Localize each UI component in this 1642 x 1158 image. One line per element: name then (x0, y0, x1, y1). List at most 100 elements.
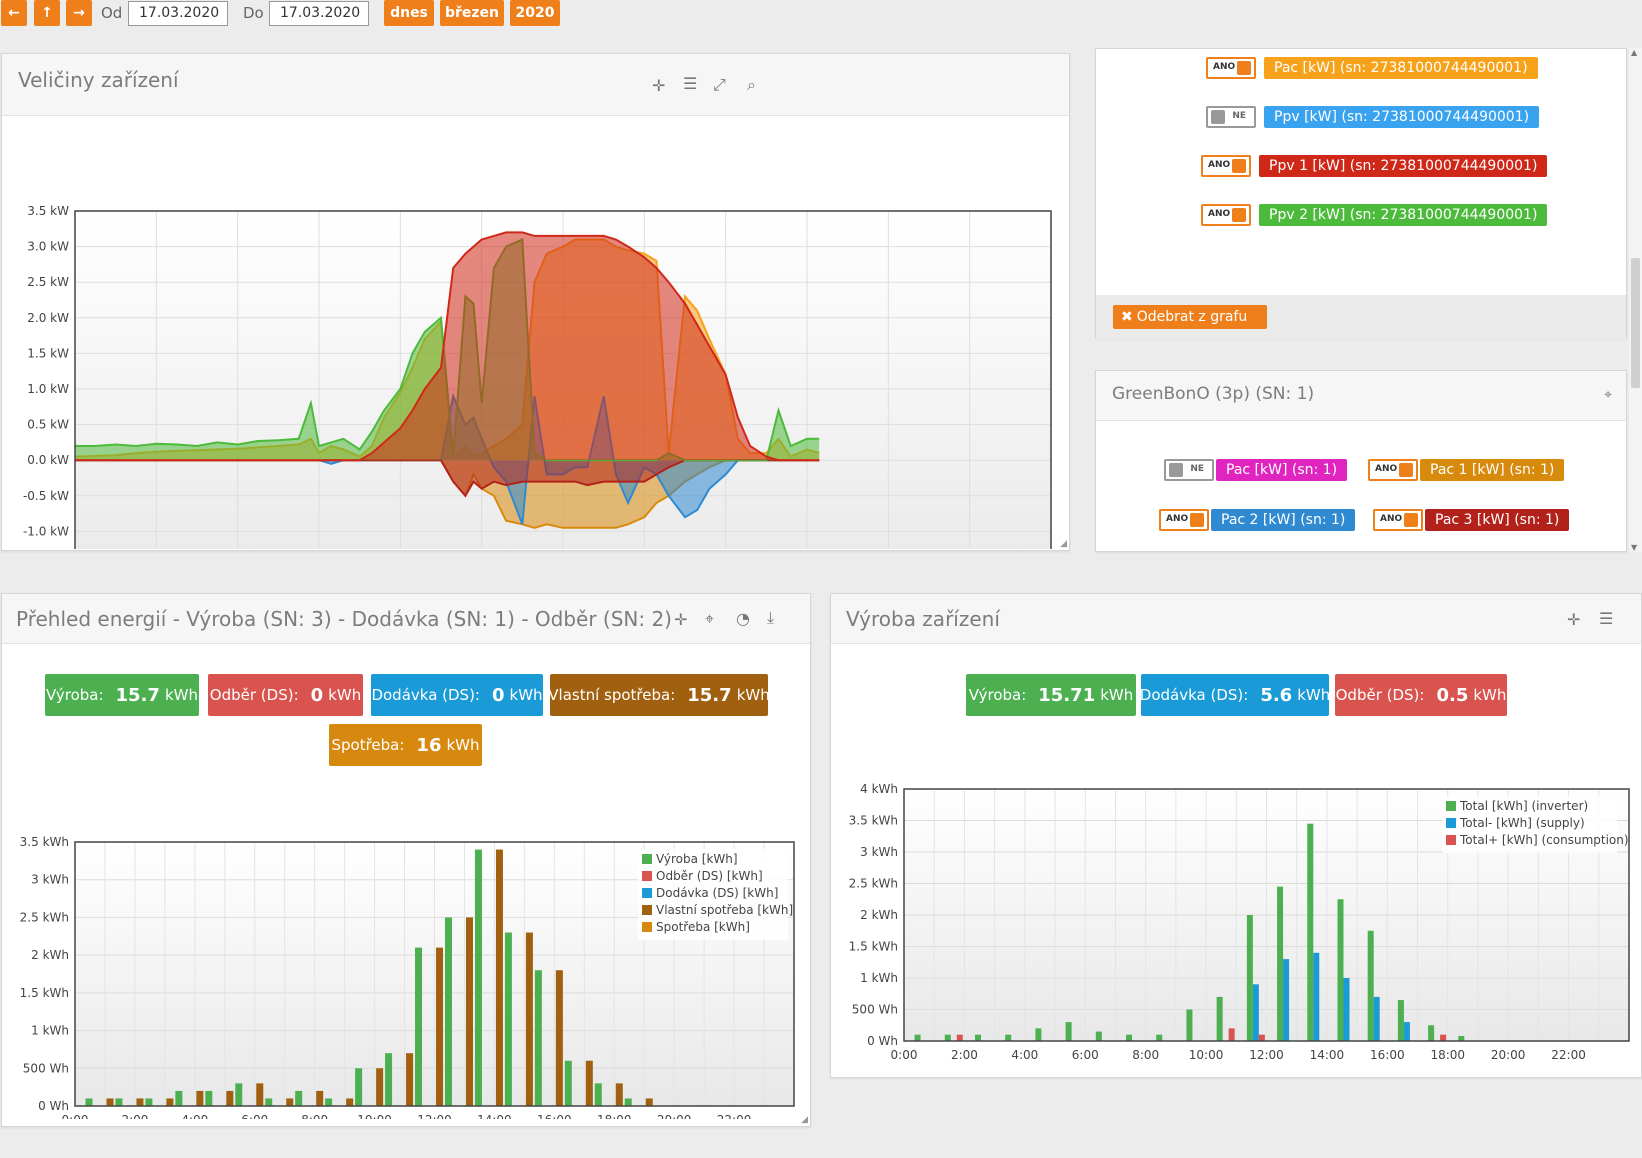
y-tick-label: 1.0 kW (27, 382, 69, 396)
x-tick-label: 6:00 (241, 1113, 268, 1119)
stat-unit: kWh (509, 686, 543, 704)
series-tag[interactable]: Pac 3 [kW] (sn: 1) (1425, 509, 1570, 531)
bar (594, 1083, 602, 1106)
resize-handle-icon[interactable]: ◢ (801, 1115, 808, 1125)
move-icon[interactable]: ✛ (1567, 610, 1581, 629)
pin-icon[interactable]: ⌖ (1604, 387, 1612, 403)
stat-box: Dodávka (DS): 0 kWh (371, 674, 543, 716)
quantities-chart[interactable]: 3.5 kW 3.0 kW 2.5 kW 2.0 kW 1.5 kW 1.0 kW 0.5 … (2, 149, 1070, 549)
today-button[interactable]: dnes (384, 0, 434, 26)
bar (1216, 996, 1223, 1041)
series-tag[interactable]: Ppv [kW] (sn: 27381000744490001) (1264, 106, 1540, 128)
series-tag[interactable]: Pac 1 [kW] (sn: 1) (1420, 459, 1565, 481)
resize-handle-icon[interactable]: ◢ (1060, 539, 1067, 549)
toggle-switch[interactable]: ANO (1159, 509, 1209, 531)
year-button[interactable]: 2020 (510, 0, 560, 26)
legend-swatch (642, 905, 652, 915)
bar (564, 1060, 572, 1106)
series-panel-footer: ✖ Odebrat z grafu (1096, 295, 1626, 339)
up-button[interactable]: ↑ (34, 0, 60, 26)
toggle-knob (1399, 463, 1413, 477)
legend-swatch (1446, 835, 1456, 845)
toggle-switch[interactable]: ANO (1373, 509, 1423, 531)
download-icon[interactable]: ⤓ (767, 608, 775, 627)
bar (1126, 1034, 1133, 1041)
x-tick-label: 18:00 (1430, 1048, 1465, 1062)
toggle-switch[interactable]: ANO (1206, 57, 1256, 79)
x-tick-label: 20:00 (1491, 1048, 1526, 1062)
scroll-down-icon[interactable]: ▼ (1631, 543, 1638, 552)
bar (1228, 1028, 1235, 1041)
y-tick-label: 3 kWh (31, 873, 69, 887)
remove-from-chart-label: Odebrat z grafu (1136, 309, 1248, 325)
stat-label: Odběr (DS): (1335, 686, 1425, 704)
toggle-label: ANO (1208, 209, 1231, 219)
bar (624, 1098, 632, 1106)
series-tag[interactable]: Ppv 1 [kW] (sn: 27381000744490001) (1259, 155, 1548, 177)
toggle-switch[interactable]: ANO (1368, 459, 1418, 481)
bar (256, 1083, 264, 1106)
legend-swatch (1446, 801, 1456, 811)
stat-value: 15.7 (115, 684, 160, 706)
series-tag[interactable]: Ppv 2 [kW] (sn: 27381000744490001) (1259, 204, 1548, 226)
production-chart[interactable]: 4 kWh 3.5 kWh 3 kWh 2.5 kWh 2 kWh 1.5 kWh 1 kW… (831, 764, 1641, 1074)
bar (1258, 1034, 1265, 1041)
series-tag[interactable]: Pac 2 [kW] (sn: 1) (1211, 509, 1356, 531)
y-tick-label: 3.5 kWh (20, 835, 69, 849)
close-icon: ✖ (1121, 309, 1133, 325)
bar (444, 917, 452, 1106)
arrow-right-icon: → (73, 5, 85, 21)
toggle-switch[interactable]: ANO (1201, 204, 1251, 226)
remove-from-chart-button[interactable]: ✖ Odebrat z grafu (1113, 305, 1267, 329)
series-tag[interactable]: Pac [kW] (sn: 27381000744490001) (1264, 57, 1538, 79)
bar (474, 849, 482, 1106)
pin-icon[interactable]: ⌖ (705, 609, 715, 628)
stat-box: Vlastní spotřeba: 15.7 kWh (548, 674, 770, 716)
y-tick-label: 500 Wh (852, 1003, 898, 1017)
move-icon[interactable]: ✛ (674, 610, 688, 629)
list-indent-icon[interactable]: ☰ (683, 74, 698, 93)
prev-day-button[interactable]: ← (1, 0, 27, 26)
bar (1367, 930, 1374, 1041)
top-toolbar: ← ↑ → Od 17.03.2020 Do 17.03.2020 dnes b… (0, 0, 560, 28)
plot-frame (903, 788, 1630, 1042)
toggle-switch[interactable]: ANO (1201, 155, 1251, 177)
list-indent-icon[interactable]: ☰ (1599, 609, 1614, 628)
bar (406, 1053, 414, 1106)
legend-box (638, 849, 788, 940)
from-label: Od (101, 4, 123, 22)
energy-chart[interactable]: 3.5 kWh 3 kWh 2.5 kWh 2 kWh 1.5 kWh 1 kWh 500 … (2, 809, 807, 1119)
bar (106, 1098, 114, 1106)
page-scrollbar[interactable]: ▲ ▼ (1629, 48, 1642, 552)
next-day-button[interactable]: → (66, 0, 92, 26)
series-tag[interactable]: Pac [kW] (sn: 1) (1216, 459, 1348, 481)
toggle-label: ANO (1380, 514, 1403, 524)
x-tick-label: 10:00 (1189, 1048, 1224, 1062)
legend-swatch (1446, 818, 1456, 828)
stat-label: Vlastní spotřeba: (548, 686, 676, 704)
scroll-up-icon[interactable]: ▲ (1631, 48, 1638, 57)
expand-icon[interactable]: ⤢ (713, 75, 726, 94)
month-button[interactable]: březen (440, 0, 504, 26)
legend-label: Výroba [kWh] (656, 852, 738, 866)
to-date-input[interactable]: 17.03.2020 (269, 1, 369, 26)
y-tick-label: -1.0 kW (23, 524, 69, 538)
toggle-switch[interactable]: NE (1164, 459, 1214, 481)
move-icon[interactable]: ✛ (652, 76, 666, 95)
stat-label: Dodávka (DS): (371, 686, 480, 704)
arrow-up-icon: ↑ (41, 5, 53, 21)
bar (944, 1034, 951, 1041)
y-tick-label: 3 kWh (860, 845, 898, 859)
legend-swatch (642, 871, 652, 881)
legend-swatch (642, 888, 652, 898)
bar (205, 1090, 213, 1106)
stat-label: Výroba: (46, 686, 104, 704)
toggle-switch[interactable]: NE (1206, 106, 1256, 128)
pie-chart-icon[interactable]: ◔ (736, 609, 750, 628)
stat-box: Výroba: 15.71 kWh (966, 674, 1136, 716)
zoom-icon[interactable]: ⌕ (747, 75, 756, 94)
scrollbar-thumb[interactable] (1631, 258, 1640, 388)
bar (534, 970, 542, 1106)
from-date-input[interactable]: 17.03.2020 (128, 1, 228, 26)
stat-value: 16 (416, 734, 442, 756)
